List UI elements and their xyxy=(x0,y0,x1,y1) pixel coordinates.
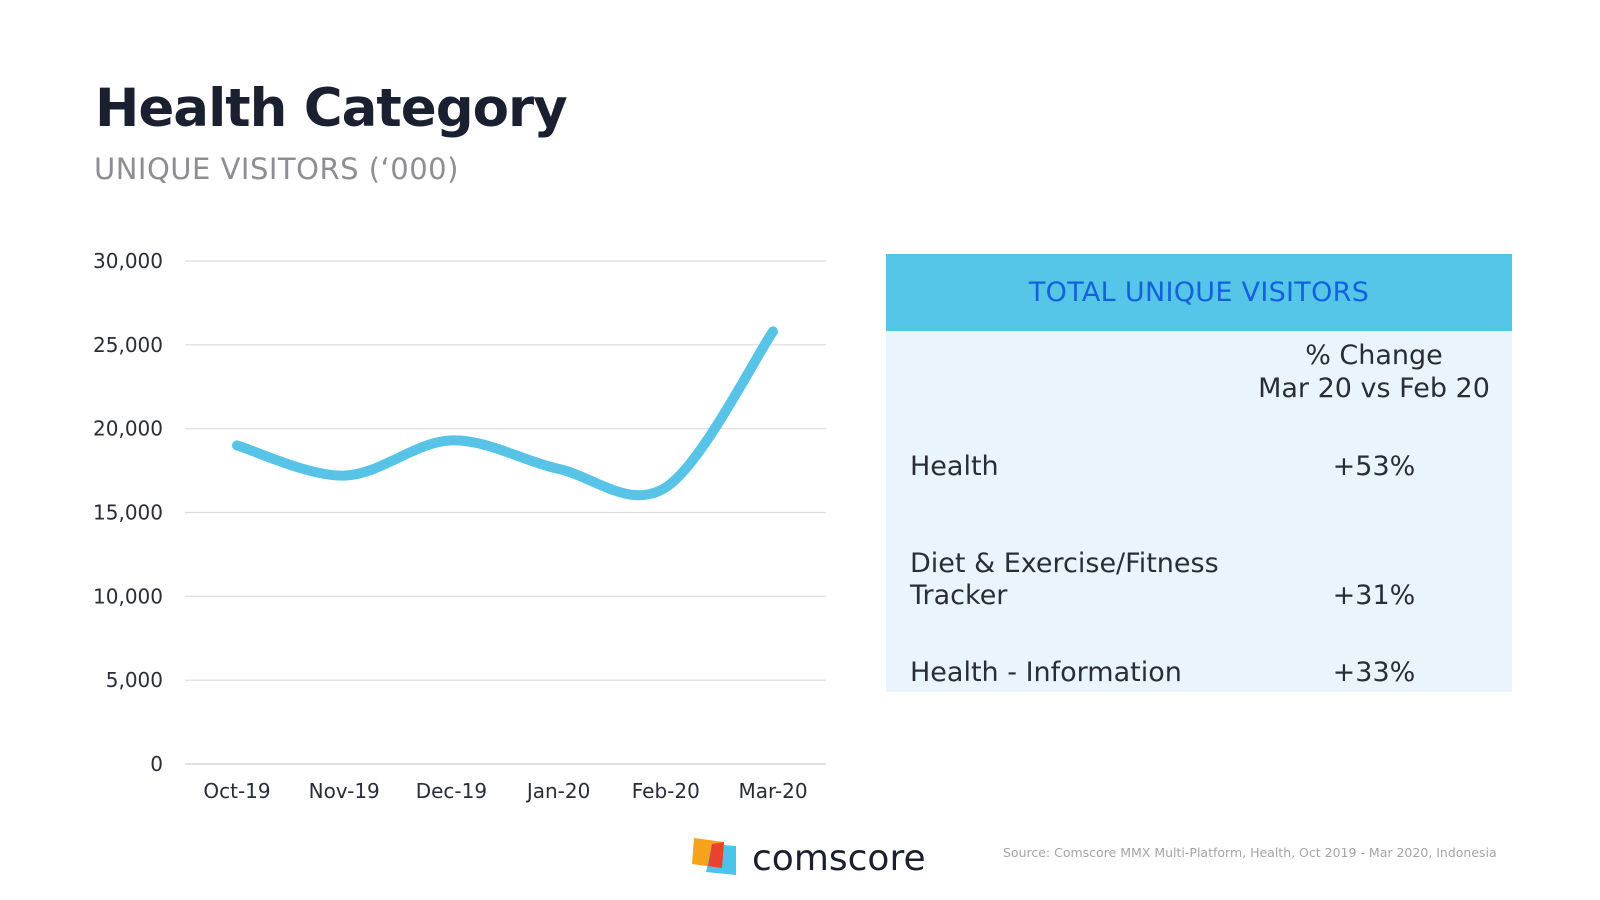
y-tick-label: 30,000 xyxy=(93,249,163,273)
comscore-logo-text: comscore xyxy=(752,838,926,879)
y-tick-label: 0 xyxy=(150,752,163,776)
row-label-health: Health xyxy=(910,451,999,482)
summary-panel: TOTAL UNIQUE VISITORS % Change Mar 20 vs… xyxy=(886,254,1512,692)
row-label-diet-line1: Diet & Exercise/Fitness xyxy=(910,548,1219,579)
comscore-logo-icon xyxy=(692,838,736,875)
x-tick-label: Jan-20 xyxy=(525,779,591,803)
y-tick-label: 25,000 xyxy=(93,333,163,357)
row-value-diet: +31% xyxy=(1332,580,1416,611)
column-header-pct-change: % Change xyxy=(1305,340,1443,371)
x-tick-label: Nov-19 xyxy=(309,779,380,803)
source-note: Source: Comscore MMX Multi-Platform, Hea… xyxy=(1003,845,1497,860)
y-tick-label: 5,000 xyxy=(106,668,163,692)
row-label-diet-line2: Tracker xyxy=(910,580,1008,611)
row-label-health-information: Health - Information xyxy=(910,657,1182,688)
y-tick-label: 20,000 xyxy=(93,417,163,441)
grid-lines xyxy=(185,260,826,765)
series-line-unique-visitors xyxy=(232,326,778,501)
y-tick-label: 15,000 xyxy=(93,501,163,525)
x-tick-label: Feb-20 xyxy=(632,779,700,803)
row-value-health: +53% xyxy=(1332,451,1416,482)
panel-header-text: TOTAL UNIQUE VISITORS xyxy=(1028,277,1370,308)
y-axis-ticks: 0 5,000 10,000 15,000 20,000 25,000 30,000 xyxy=(93,249,163,776)
row-value-health-information: +33% xyxy=(1332,657,1416,688)
chart-subtitle: UNIQUE VISITORS (‘000) xyxy=(94,152,459,186)
chart-title: Health Category xyxy=(95,78,568,139)
x-tick-label: Dec-19 xyxy=(416,779,487,803)
x-tick-label: Oct-19 xyxy=(203,779,270,803)
y-tick-label: 10,000 xyxy=(93,584,163,608)
x-axis-ticks: Oct-19 Nov-19 Dec-19 Jan-20 Feb-20 Mar-20 xyxy=(203,779,807,803)
x-tick-label: Mar-20 xyxy=(738,779,807,803)
line-chart: 0 5,000 10,000 15,000 20,000 25,000 30,000 Oct… xyxy=(93,249,826,803)
panel-header: TOTAL UNIQUE VISITORS xyxy=(886,254,1512,331)
column-header-period: Mar 20 vs Feb 20 xyxy=(1258,373,1490,404)
